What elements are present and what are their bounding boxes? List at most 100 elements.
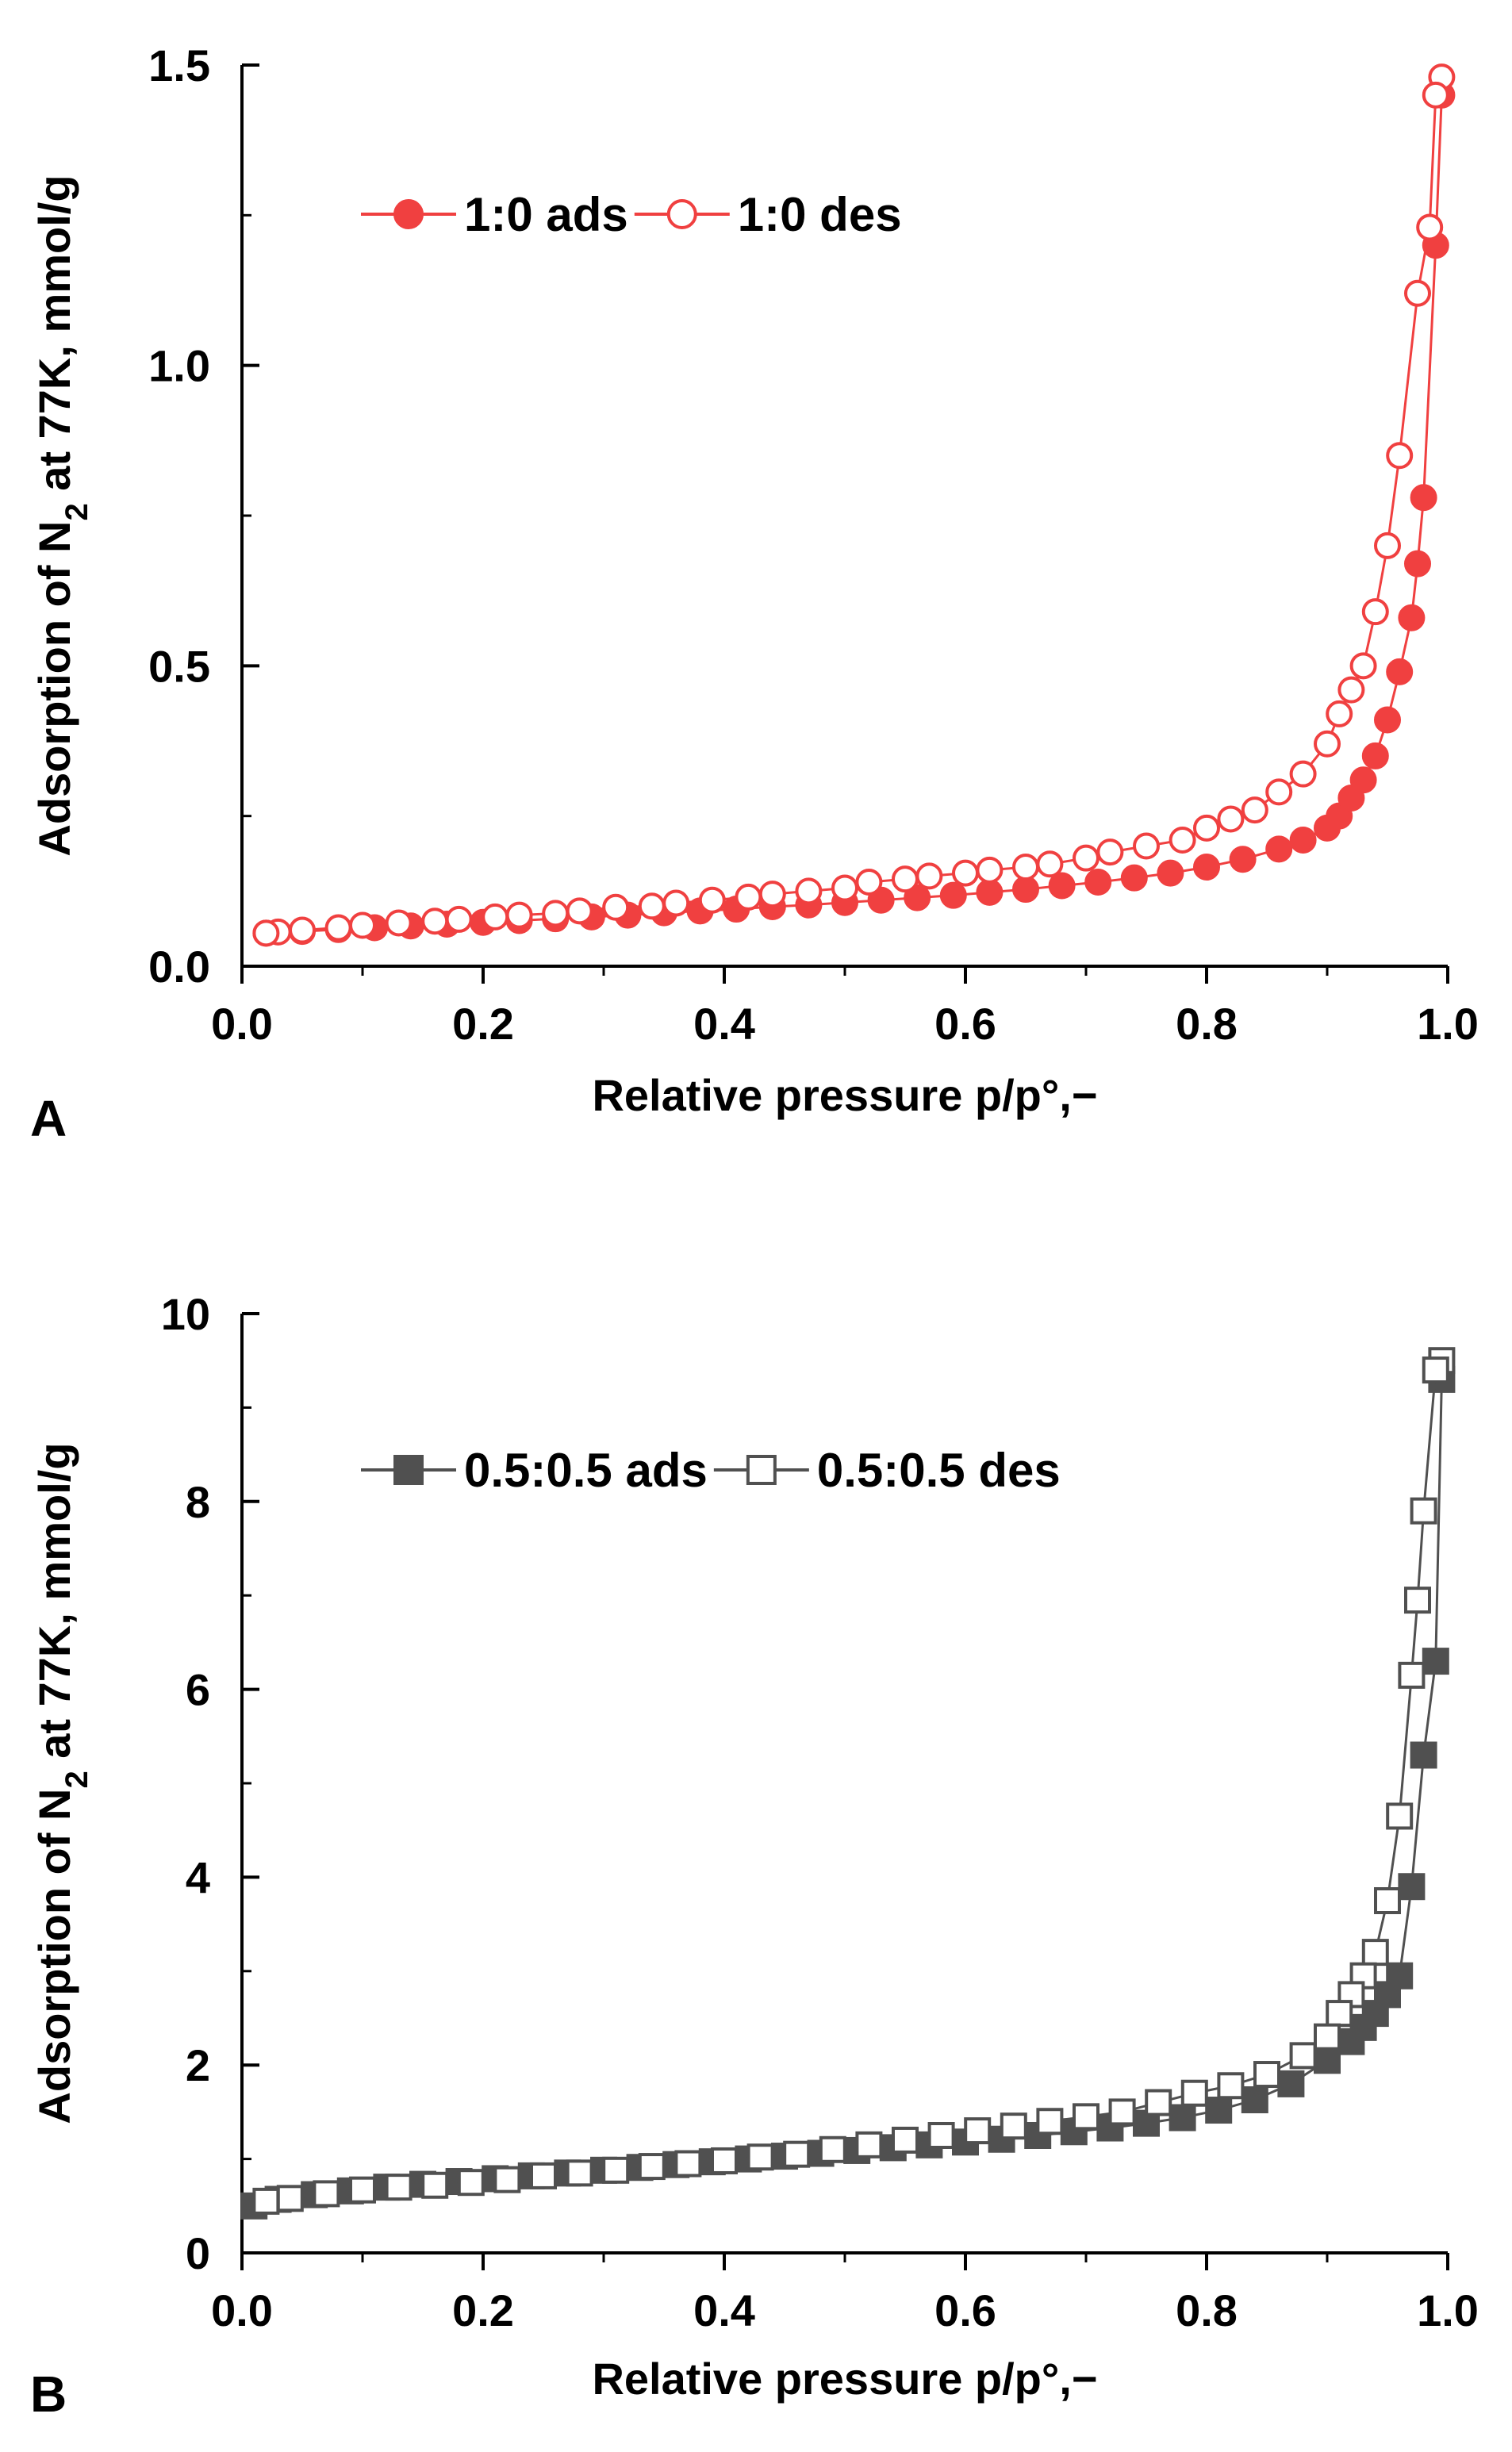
- panel-letter: B: [30, 2366, 67, 2423]
- data-point: [1361, 1939, 1389, 1967]
- data-point: [1289, 760, 1317, 788]
- data-point: [867, 886, 895, 914]
- data-point: [1265, 835, 1293, 863]
- panel-a-chart: 0.0 0.2 0.4 0.6 0.8 1.0 0.0 0.5 1.0 1.5 Relative p…: [29, 40, 1479, 1147]
- data-point: [711, 2147, 738, 2174]
- data-point: [505, 901, 533, 929]
- x-tick-label: 0.8: [1176, 999, 1238, 1049]
- data-point: [1084, 868, 1112, 896]
- series-0-5-0-5-des: [252, 1347, 1456, 2215]
- data-point: [1361, 598, 1389, 626]
- data-point: [758, 881, 786, 908]
- y-axis-title: Adsorption of N2 at 77K, mmol/g: [29, 175, 94, 856]
- data-point: [1157, 859, 1184, 887]
- data-point: [1241, 2086, 1268, 2114]
- data-point: [1193, 814, 1220, 842]
- data-point: [1241, 796, 1268, 824]
- data-point: [1314, 730, 1341, 758]
- y-tick-label: 0: [186, 2228, 210, 2278]
- data-point: [674, 2150, 702, 2178]
- data-point: [1386, 1962, 1414, 1990]
- y-tick-label: 8: [186, 1477, 210, 1527]
- data-point: [1404, 550, 1431, 578]
- y-tick-label: 0.5: [148, 641, 210, 691]
- y-axis-title-part: Adsorption of N: [29, 1789, 79, 2124]
- data-point: [1326, 700, 1353, 727]
- data-point: [1386, 658, 1414, 685]
- y-tick-label: 0.0: [148, 942, 210, 992]
- legend: 1:0 ads 1:0 des: [361, 188, 902, 241]
- data-point: [1361, 742, 1389, 769]
- data-point: [819, 2135, 846, 2163]
- y-tick-label: 6: [186, 1665, 210, 1715]
- data-point: [530, 2162, 557, 2189]
- data-point: [662, 889, 690, 917]
- legend-label: 0.5:0.5 ads: [464, 1444, 708, 1497]
- data-point: [1289, 826, 1317, 854]
- data-point: [1410, 1741, 1437, 1769]
- data-point: [1108, 2098, 1136, 2126]
- legend-marker: [666, 199, 697, 229]
- data-point: [1422, 81, 1449, 109]
- x-tick-label: 0.2: [452, 2285, 514, 2335]
- data-point: [1145, 2089, 1172, 2116]
- y-axis-title-part: Adsorption of N: [29, 521, 79, 857]
- data-point: [602, 893, 630, 921]
- x-tick-label: 1.0: [1417, 2285, 1479, 2335]
- data-point: [566, 2159, 593, 2187]
- legend-label: 0.5:0.5 des: [817, 1444, 1061, 1497]
- x-tick-label: 0.4: [693, 2285, 755, 2335]
- x-tick-label: 0.6: [934, 999, 996, 1049]
- data-point: [1410, 1497, 1437, 1525]
- legend-marker: [746, 1455, 777, 1485]
- data-point: [566, 897, 593, 925]
- data-point: [904, 884, 931, 911]
- data-point: [855, 868, 883, 896]
- data-point: [1073, 2103, 1099, 2131]
- data-point: [1398, 1661, 1426, 1689]
- data-point: [1349, 652, 1377, 680]
- y-tick-label: 4: [186, 1852, 210, 1902]
- data-point: [421, 908, 449, 935]
- data-point: [1169, 2104, 1196, 2132]
- data-point: [1374, 706, 1401, 734]
- data-point: [445, 905, 473, 933]
- legend: 0.5:0.5 ads 0.5:0.5 des: [361, 1444, 1061, 1497]
- y-tick-label: 1.5: [148, 40, 210, 90]
- data-point: [638, 892, 666, 920]
- legend-label: 1:0 ads: [464, 188, 628, 241]
- data-point: [939, 881, 967, 909]
- y-tick-label: 2: [186, 2040, 210, 2090]
- data-point: [1180, 2079, 1208, 2107]
- data-point: [1253, 2061, 1280, 2089]
- data-point: [252, 919, 280, 947]
- data-point: [1349, 766, 1377, 794]
- data-point: [783, 2140, 811, 2168]
- data-point: [1133, 832, 1160, 860]
- data-point: [976, 856, 1004, 884]
- data-point: [795, 877, 823, 905]
- data-point: [542, 900, 570, 927]
- data-point: [602, 2156, 630, 2184]
- data-point: [855, 2131, 883, 2158]
- x-tick-label: 0.0: [211, 2285, 273, 2335]
- data-point: [638, 2153, 666, 2181]
- data-point: [746, 2143, 774, 2171]
- data-point: [1120, 864, 1148, 892]
- data-point: [1410, 484, 1437, 512]
- data-point: [1036, 2108, 1064, 2135]
- data-point: [964, 2117, 992, 2145]
- data-point: [735, 883, 762, 911]
- x-tick-label: 0.4: [693, 999, 755, 1049]
- x-axis-title: Relative pressure p/p°,−: [592, 2354, 1097, 2404]
- data-point: [915, 862, 943, 890]
- data-point: [276, 2185, 304, 2212]
- data-point: [976, 878, 1004, 906]
- data-point: [1398, 1873, 1426, 1901]
- data-point: [698, 886, 726, 914]
- data-point: [952, 859, 979, 887]
- y-axis-title-part: at 77K, mmol/g: [29, 1442, 79, 1771]
- data-point: [421, 2171, 449, 2199]
- x-tick-label: 0.8: [1176, 2285, 1238, 2335]
- y-tick-label: 10: [161, 1289, 210, 1339]
